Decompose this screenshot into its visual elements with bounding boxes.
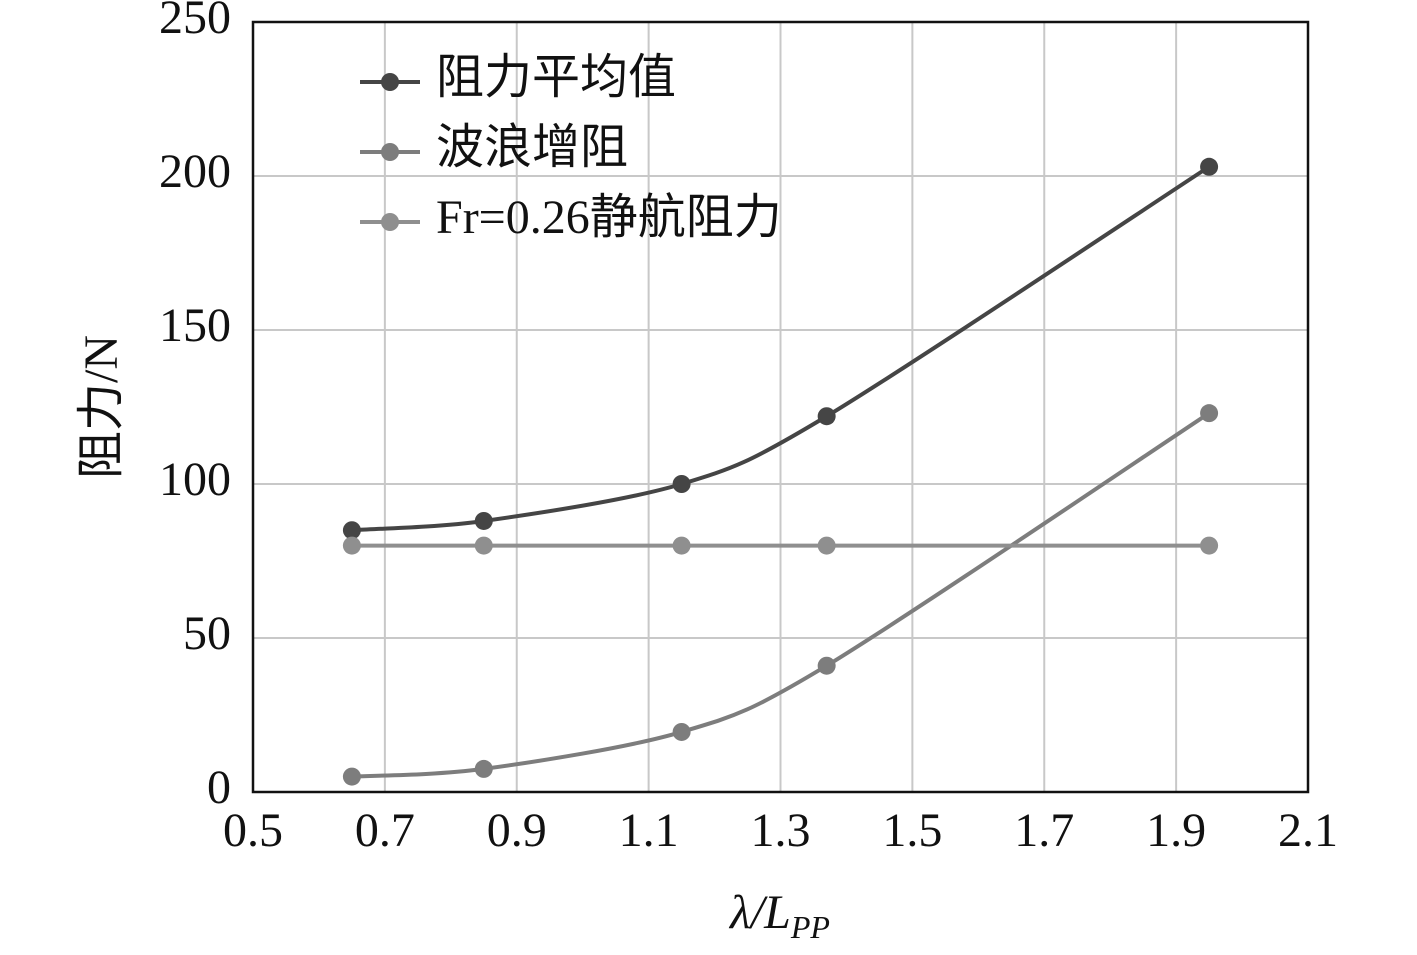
data-point bbox=[672, 475, 691, 493]
data-point bbox=[342, 521, 361, 540]
legend-marker bbox=[381, 213, 399, 231]
y-tick-label: 250 bbox=[159, 0, 231, 44]
legend-marker bbox=[381, 73, 399, 91]
x-tick-label: 2.1 bbox=[1278, 804, 1338, 857]
x-tick-label: 0.9 bbox=[487, 804, 547, 857]
y-tick-label: 0 bbox=[207, 761, 231, 814]
data-point bbox=[672, 722, 691, 741]
y-axis-label: 阻力/N bbox=[75, 335, 128, 479]
x-axis-label-main: λ/L bbox=[728, 886, 791, 939]
data-point bbox=[817, 536, 836, 555]
data-point bbox=[817, 656, 836, 675]
x-tick-label: 1.3 bbox=[751, 804, 811, 857]
legend-label: 阻力平均值 bbox=[436, 51, 676, 104]
legend-label: Fr=0.26静航阻力 bbox=[436, 191, 782, 244]
x-tick-label: 0.5 bbox=[223, 804, 283, 857]
y-tick-label: 150 bbox=[159, 299, 231, 352]
x-tick-label: 1.9 bbox=[1146, 804, 1206, 857]
series-line bbox=[351, 165, 1211, 533]
x-tick-label: 1.7 bbox=[1014, 804, 1074, 857]
x-tick-label: 0.7 bbox=[355, 804, 415, 857]
data-point bbox=[474, 536, 493, 555]
data-point bbox=[1200, 536, 1219, 555]
series-line bbox=[351, 411, 1211, 779]
data-point bbox=[672, 536, 691, 555]
data-point bbox=[342, 536, 361, 555]
legend-label: 波浪增阻 bbox=[436, 121, 628, 174]
x-axis-label: λ/LPP bbox=[728, 886, 830, 945]
x-tick-label: 1.5 bbox=[882, 804, 942, 857]
data-point bbox=[474, 759, 493, 778]
data-point bbox=[817, 407, 836, 426]
data-point bbox=[1200, 157, 1219, 176]
x-axis-label-sub: PP bbox=[790, 909, 830, 945]
y-tick-label: 200 bbox=[159, 145, 231, 198]
y-tick-label: 100 bbox=[159, 453, 231, 506]
data-point bbox=[474, 511, 493, 530]
data-point bbox=[1200, 404, 1219, 423]
y-tick-label: 50 bbox=[183, 607, 231, 660]
x-tick-label: 1.1 bbox=[619, 804, 679, 857]
legend-marker bbox=[381, 143, 399, 161]
data-point bbox=[342, 767, 361, 786]
plot-frame bbox=[251, 20, 1310, 794]
